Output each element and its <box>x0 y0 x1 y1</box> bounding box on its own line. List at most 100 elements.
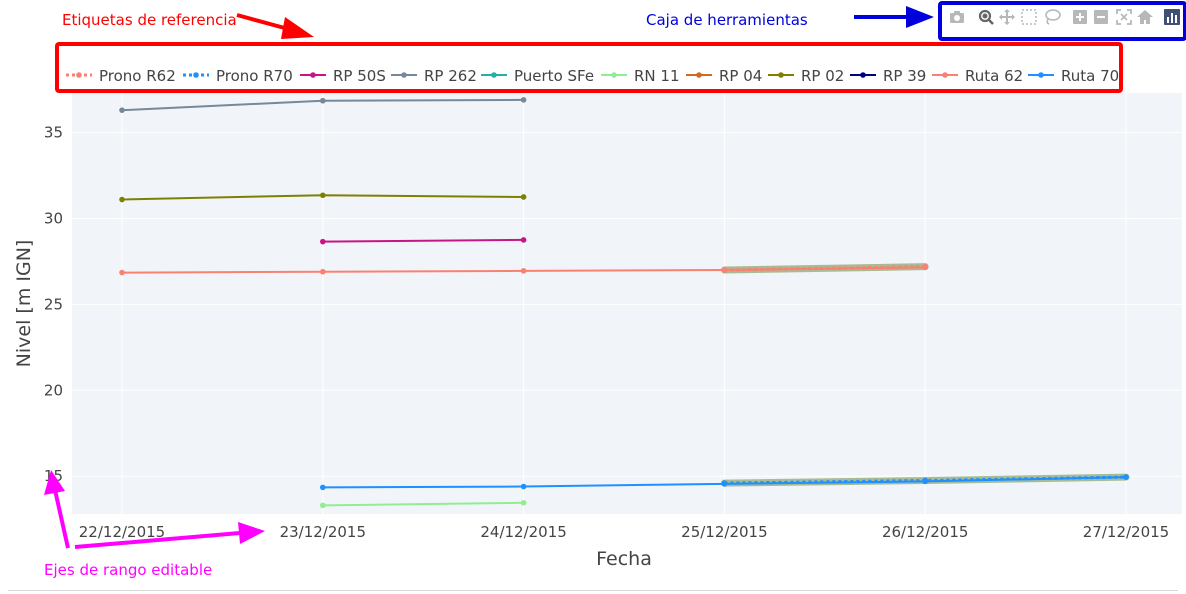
series-ruta-70 <box>320 474 1129 491</box>
divider <box>8 590 1178 591</box>
legend-marker <box>491 72 497 78</box>
camera-icon <box>950 11 964 23</box>
reset-axes-button[interactable] <box>1136 8 1154 26</box>
data-point[interactable] <box>320 502 326 509</box>
data-point[interactable] <box>520 97 527 103</box>
series-rp-50s <box>320 237 527 245</box>
legend-label: Prono R70 <box>216 67 293 85</box>
lasso-select-icon <box>1045 9 1061 25</box>
data-point[interactable] <box>320 484 326 491</box>
legend[interactable]: Prono R62 Prono R70 RP 50S RP 262 Puerto SFe… <box>66 67 1119 85</box>
data-point[interactable] <box>1123 474 1129 480</box>
legend-label: RP 262 <box>424 67 477 85</box>
x-tick-label: 25/12/2015 <box>681 523 767 541</box>
data-point[interactable] <box>320 268 326 275</box>
data-point[interactable] <box>520 194 527 200</box>
y-tick-label: 35 <box>44 124 63 142</box>
pan-button[interactable] <box>998 8 1016 26</box>
data-point[interactable] <box>520 500 527 506</box>
data-point[interactable] <box>520 483 527 490</box>
legend-marker <box>611 72 617 78</box>
axes-annotation: Ejes de rango editable <box>44 561 213 579</box>
legend-label: RN 11 <box>634 67 680 85</box>
zoom-button[interactable] <box>977 8 995 26</box>
legend-item[interactable]: Prono R62 <box>66 67 176 85</box>
data-point[interactable] <box>520 268 527 274</box>
legend-item[interactable]: Prono R70 <box>183 67 293 85</box>
series-rn-11 <box>320 500 527 509</box>
data-point[interactable] <box>119 269 125 276</box>
legend-marker <box>1038 72 1044 78</box>
x-tick-label: 24/12/2015 <box>480 523 566 541</box>
legend-item[interactable]: RP 50S <box>300 67 386 85</box>
legend-highlight-box <box>55 42 1123 93</box>
zoom-in-button[interactable] <box>1071 8 1089 26</box>
data-point[interactable] <box>320 97 326 104</box>
legend-arrow <box>236 13 314 39</box>
data-point[interactable] <box>119 196 125 203</box>
camera-button[interactable] <box>948 8 966 26</box>
series-rp-262 <box>119 97 527 113</box>
x-tick-label: 23/12/2015 <box>280 523 366 541</box>
axes-arrow-right <box>74 522 265 549</box>
data-point[interactable] <box>922 478 928 485</box>
x-tick-label: 26/12/2015 <box>882 523 968 541</box>
y-axis-title: Nivel [m IGN] <box>13 240 35 368</box>
axes-arrow-up <box>44 470 70 549</box>
legend-annotation: Etiquetas de referencia <box>62 11 237 29</box>
legend-item[interactable]: RP 262 <box>391 67 477 85</box>
legend-item[interactable]: RP 39 <box>850 67 926 85</box>
legend-marker <box>942 72 948 78</box>
x-tick-label: 22/12/2015 <box>79 523 165 541</box>
x-axis-title: Fecha <box>596 548 652 570</box>
series-rp-02 <box>119 192 527 203</box>
autoscale-button[interactable] <box>1115 8 1133 26</box>
autoscale-icon <box>1116 9 1132 25</box>
data-point[interactable] <box>520 237 527 243</box>
toolbar-annotation: Caja de herramientas <box>646 11 808 29</box>
legend-item[interactable]: Ruta 70 <box>1028 67 1119 85</box>
toolbar-highlight-box <box>938 1 1186 41</box>
data-point[interactable] <box>320 238 326 245</box>
toolbar-arrow <box>854 6 934 28</box>
data-point[interactable] <box>922 264 928 271</box>
series-layer <box>119 97 1130 509</box>
legend-item[interactable]: RP 04 <box>686 67 762 85</box>
legend-item[interactable]: RN 11 <box>601 67 680 85</box>
y-tick-label: 20 <box>44 381 63 399</box>
legend-label: Puerto SFe <box>514 67 594 85</box>
series-line <box>322 501 524 507</box>
data-point[interactable] <box>721 481 728 487</box>
series-line <box>322 238 524 243</box>
pan-icon <box>999 9 1015 25</box>
legend-label: Ruta 62 <box>965 67 1023 85</box>
legend-label: RP 50S <box>333 67 386 85</box>
legend-marker <box>860 72 866 78</box>
x-axis[interactable]: 22/12/2015 23/12/2015 24/12/2015 25/12/2015… <box>79 523 1169 541</box>
y-tick-label: 30 <box>44 209 63 227</box>
legend-label: RP 04 <box>719 67 762 85</box>
legend-item[interactable]: RP 02 <box>768 67 844 85</box>
legend-marker <box>310 72 316 78</box>
grid-lines <box>72 93 1182 514</box>
plot-area[interactable] <box>72 93 1182 514</box>
data-point[interactable] <box>721 267 728 273</box>
legend-marker <box>76 72 82 78</box>
data-point[interactable] <box>119 107 125 113</box>
legend-item[interactable]: Puerto SFe <box>481 67 594 85</box>
zoom-in-icon <box>1073 10 1087 24</box>
legend-marker <box>778 72 784 78</box>
zoom-icon <box>978 9 994 25</box>
box-select-button[interactable] <box>1020 8 1038 26</box>
plotly-logo-icon <box>1164 9 1180 25</box>
legend-item[interactable]: Ruta 62 <box>932 67 1023 85</box>
zoom-out-button[interactable] <box>1092 8 1110 26</box>
data-point[interactable] <box>320 192 326 199</box>
lasso-select-button[interactable] <box>1043 8 1061 26</box>
zoom-out-icon <box>1094 10 1108 24</box>
legend-label: RP 02 <box>801 67 844 85</box>
plotly-logo-button[interactable] <box>1163 8 1181 26</box>
legend-marker <box>696 72 702 78</box>
